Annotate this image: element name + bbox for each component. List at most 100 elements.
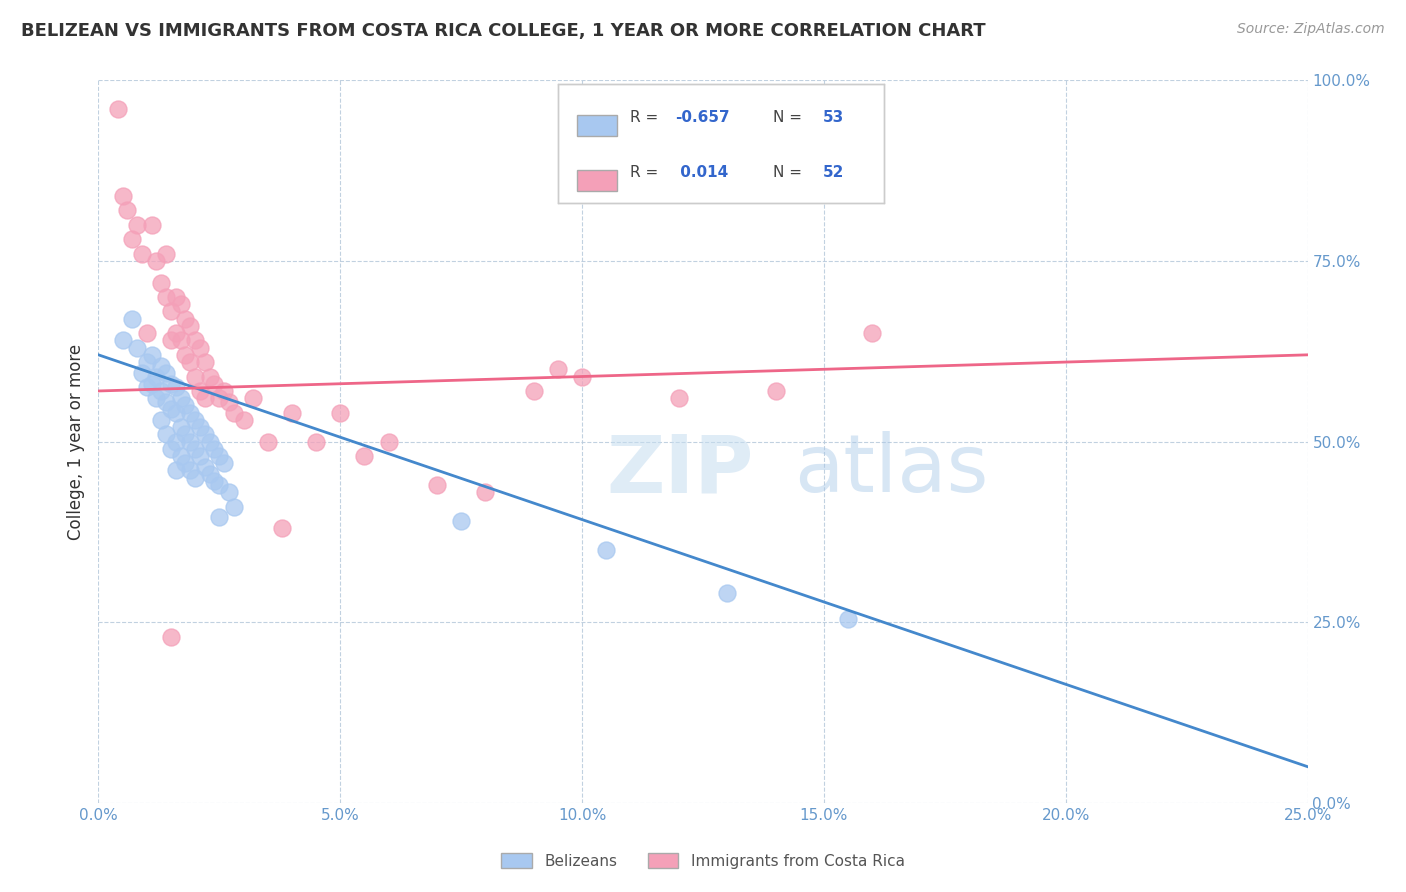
Text: atlas: atlas xyxy=(793,432,988,509)
Point xyxy=(165,463,187,477)
Point xyxy=(165,406,187,420)
Point xyxy=(305,434,328,449)
Point xyxy=(668,391,690,405)
Point xyxy=(329,406,352,420)
Point xyxy=(160,630,183,644)
Point xyxy=(184,470,207,484)
Point xyxy=(218,485,240,500)
Point xyxy=(377,434,399,449)
Point xyxy=(160,402,183,417)
Legend: Belizeans, Immigrants from Costa Rica: Belizeans, Immigrants from Costa Rica xyxy=(495,847,911,875)
Point xyxy=(547,362,569,376)
Point xyxy=(160,304,183,318)
Point xyxy=(155,290,177,304)
Point xyxy=(204,442,226,456)
Point xyxy=(222,406,245,420)
Point xyxy=(165,380,187,394)
Point xyxy=(188,449,211,463)
Point xyxy=(198,467,221,481)
Point xyxy=(204,376,226,391)
Point xyxy=(111,334,134,348)
Point xyxy=(179,463,201,477)
Text: Source: ZipAtlas.com: Source: ZipAtlas.com xyxy=(1237,22,1385,37)
Point xyxy=(150,413,173,427)
Point xyxy=(169,449,191,463)
Point xyxy=(174,311,197,326)
Point xyxy=(232,413,254,427)
Point xyxy=(174,427,197,442)
Point xyxy=(571,369,593,384)
Point xyxy=(141,218,163,232)
Point xyxy=(242,391,264,405)
Point xyxy=(281,406,304,420)
Point xyxy=(131,366,153,380)
Point xyxy=(523,384,546,398)
Point xyxy=(837,611,859,625)
Point xyxy=(107,102,129,116)
Point xyxy=(174,398,197,412)
Point xyxy=(218,394,240,409)
Point xyxy=(271,521,294,535)
Point xyxy=(179,318,201,333)
Point xyxy=(135,355,157,369)
Y-axis label: College, 1 year or more: College, 1 year or more xyxy=(66,343,84,540)
Point xyxy=(198,369,221,384)
Point xyxy=(135,380,157,394)
Point xyxy=(208,478,231,492)
Point xyxy=(165,290,187,304)
Point xyxy=(169,391,191,405)
Point xyxy=(595,542,617,557)
Point xyxy=(208,510,231,524)
Point xyxy=(155,366,177,380)
Point xyxy=(208,449,231,463)
Point xyxy=(208,391,231,405)
Point xyxy=(165,434,187,449)
Point xyxy=(160,334,183,348)
Point xyxy=(184,334,207,348)
Text: ZIP: ZIP xyxy=(606,432,754,509)
Point xyxy=(141,376,163,391)
Point xyxy=(179,434,201,449)
Point xyxy=(174,348,197,362)
Point xyxy=(212,384,235,398)
Point xyxy=(188,420,211,434)
Point xyxy=(860,326,883,340)
Point xyxy=(184,369,207,384)
Point xyxy=(353,449,375,463)
Point xyxy=(155,427,177,442)
Point xyxy=(117,203,139,218)
Point xyxy=(194,355,217,369)
Point xyxy=(188,341,211,355)
Point xyxy=(474,485,496,500)
Point xyxy=(198,434,221,449)
Point xyxy=(194,459,217,474)
Point xyxy=(194,427,217,442)
Point xyxy=(174,456,197,470)
Point xyxy=(150,384,173,398)
Point xyxy=(127,341,149,355)
Point xyxy=(194,391,217,405)
Point xyxy=(160,376,183,391)
Point xyxy=(141,348,163,362)
Point xyxy=(222,500,245,514)
Point xyxy=(121,311,143,326)
Point xyxy=(184,413,207,427)
Point xyxy=(160,442,183,456)
Point xyxy=(165,326,187,340)
Point xyxy=(765,384,787,398)
Point xyxy=(212,456,235,470)
Point xyxy=(131,246,153,260)
Point xyxy=(450,514,472,528)
Point xyxy=(150,276,173,290)
Text: BELIZEAN VS IMMIGRANTS FROM COSTA RICA COLLEGE, 1 YEAR OR MORE CORRELATION CHART: BELIZEAN VS IMMIGRANTS FROM COSTA RICA C… xyxy=(21,22,986,40)
Point xyxy=(127,218,149,232)
Point xyxy=(155,246,177,260)
Point xyxy=(179,406,201,420)
Point xyxy=(121,232,143,246)
Point xyxy=(204,475,226,489)
Point xyxy=(256,434,278,449)
Point xyxy=(150,359,173,373)
Point xyxy=(145,253,167,268)
Point xyxy=(179,355,201,369)
Point xyxy=(111,189,134,203)
